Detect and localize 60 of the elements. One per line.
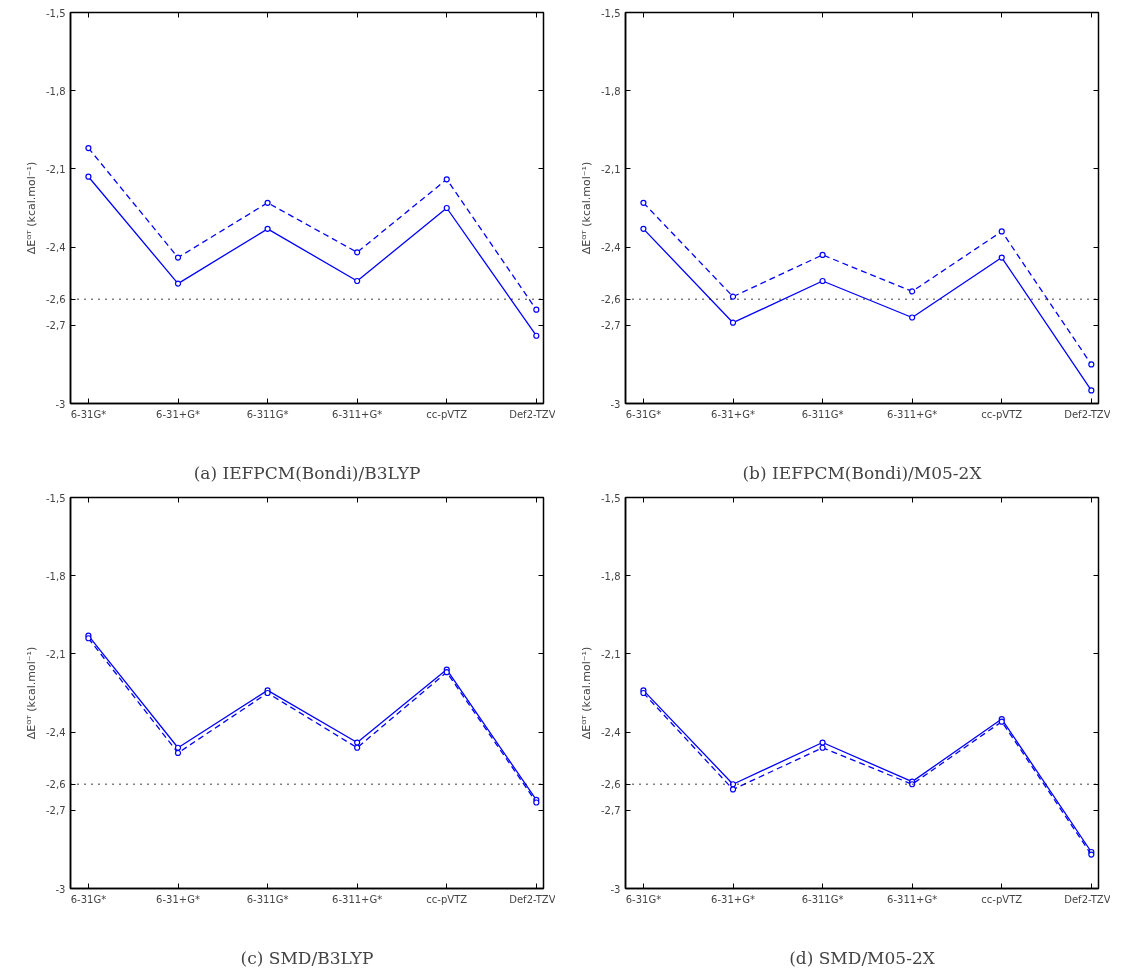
y-tick-label: -2,4: [600, 727, 621, 739]
x-tick-label: 6-311G*: [246, 408, 289, 420]
y-tick-label: -2,4: [45, 727, 66, 739]
y-tick-label: -2,1: [45, 648, 66, 660]
x-tick-label: 6-311G*: [246, 893, 289, 905]
y-tick-label: -1,8: [600, 85, 621, 97]
y-tick-label: -2,7: [600, 320, 621, 332]
y-axis-title: ΔEᴳᵀ (kcal.mol⁻¹): [24, 161, 38, 255]
y-tick-label: -2,6: [600, 779, 621, 791]
x-tick-label: 6-31+G*: [711, 408, 755, 420]
x-tick-label: 6-311G*: [801, 893, 844, 905]
x-axis-title: (b) IEFPCM(Bondi)/M05-2X: [742, 462, 983, 483]
x-tick-label: Def2-TZV: [1064, 408, 1111, 420]
x-tick-label: cc-pVTZ: [981, 893, 1023, 905]
x-tick-label: 6-311+G*: [332, 893, 383, 905]
x-axis-title: (d) SMD/M05-2X: [789, 947, 936, 968]
x-tick-label: 6-311+G*: [887, 893, 938, 905]
x-axis-title: (a) IEFPCM(Bondi)/B3LYP: [193, 462, 421, 483]
x-tick-label: Def2-TZV: [1064, 893, 1111, 905]
y-tick-label: -2,7: [45, 805, 66, 817]
x-tick-label: cc-pVTZ: [981, 408, 1023, 420]
y-axis-title: ΔEᴳᵀ (kcal.mol⁻¹): [24, 646, 38, 740]
x-tick-label: Def2-TZV: [509, 408, 556, 420]
y-tick-label: -2,1: [600, 163, 621, 175]
x-tick-label: cc-pVTZ: [426, 408, 468, 420]
x-tick-label: 6-31+G*: [711, 893, 755, 905]
y-tick-label: -2,6: [45, 779, 66, 791]
x-tick-label: 6-31G*: [625, 408, 662, 420]
x-tick-label: 6-311+G*: [887, 408, 938, 420]
y-tick-label: -1,5: [45, 492, 66, 504]
y-axis-title: ΔEᴳᵀ (kcal.mol⁻¹): [579, 161, 593, 255]
y-tick-label: -2,4: [45, 242, 66, 254]
y-tick-label: -1,5: [600, 7, 621, 19]
x-tick-label: Def2-TZV: [509, 893, 556, 905]
y-tick-label: -1,8: [45, 85, 66, 97]
y-tick-label: -2,7: [600, 805, 621, 817]
x-tick-label: 6-311G*: [801, 408, 844, 420]
x-tick-label: 6-31G*: [625, 893, 662, 905]
y-tick-label: -1,8: [45, 570, 66, 582]
x-axis-title: (c) SMD/B3LYP: [240, 947, 374, 968]
y-tick-label: -2,1: [45, 163, 66, 175]
y-tick-label: -1,5: [45, 7, 66, 19]
y-tick-label: -1,8: [600, 570, 621, 582]
x-tick-label: 6-31+G*: [156, 408, 200, 420]
y-axis-title: ΔEᴳᵀ (kcal.mol⁻¹): [579, 646, 593, 740]
y-tick-label: -1,5: [600, 492, 621, 504]
y-tick-label: -2,1: [600, 648, 621, 660]
x-tick-label: 6-311+G*: [332, 408, 383, 420]
y-tick-label: -3: [55, 398, 66, 410]
x-tick-label: 6-31G*: [70, 408, 107, 420]
y-tick-label: -3: [610, 883, 621, 895]
y-tick-label: -2,6: [600, 294, 621, 306]
y-tick-label: -2,6: [45, 294, 66, 306]
y-tick-label: -2,7: [45, 320, 66, 332]
x-tick-label: 6-31+G*: [156, 893, 200, 905]
y-tick-label: -2,4: [600, 242, 621, 254]
y-tick-label: -3: [55, 883, 66, 895]
x-tick-label: cc-pVTZ: [426, 893, 468, 905]
y-tick-label: -3: [610, 398, 621, 410]
x-tick-label: 6-31G*: [70, 893, 107, 905]
